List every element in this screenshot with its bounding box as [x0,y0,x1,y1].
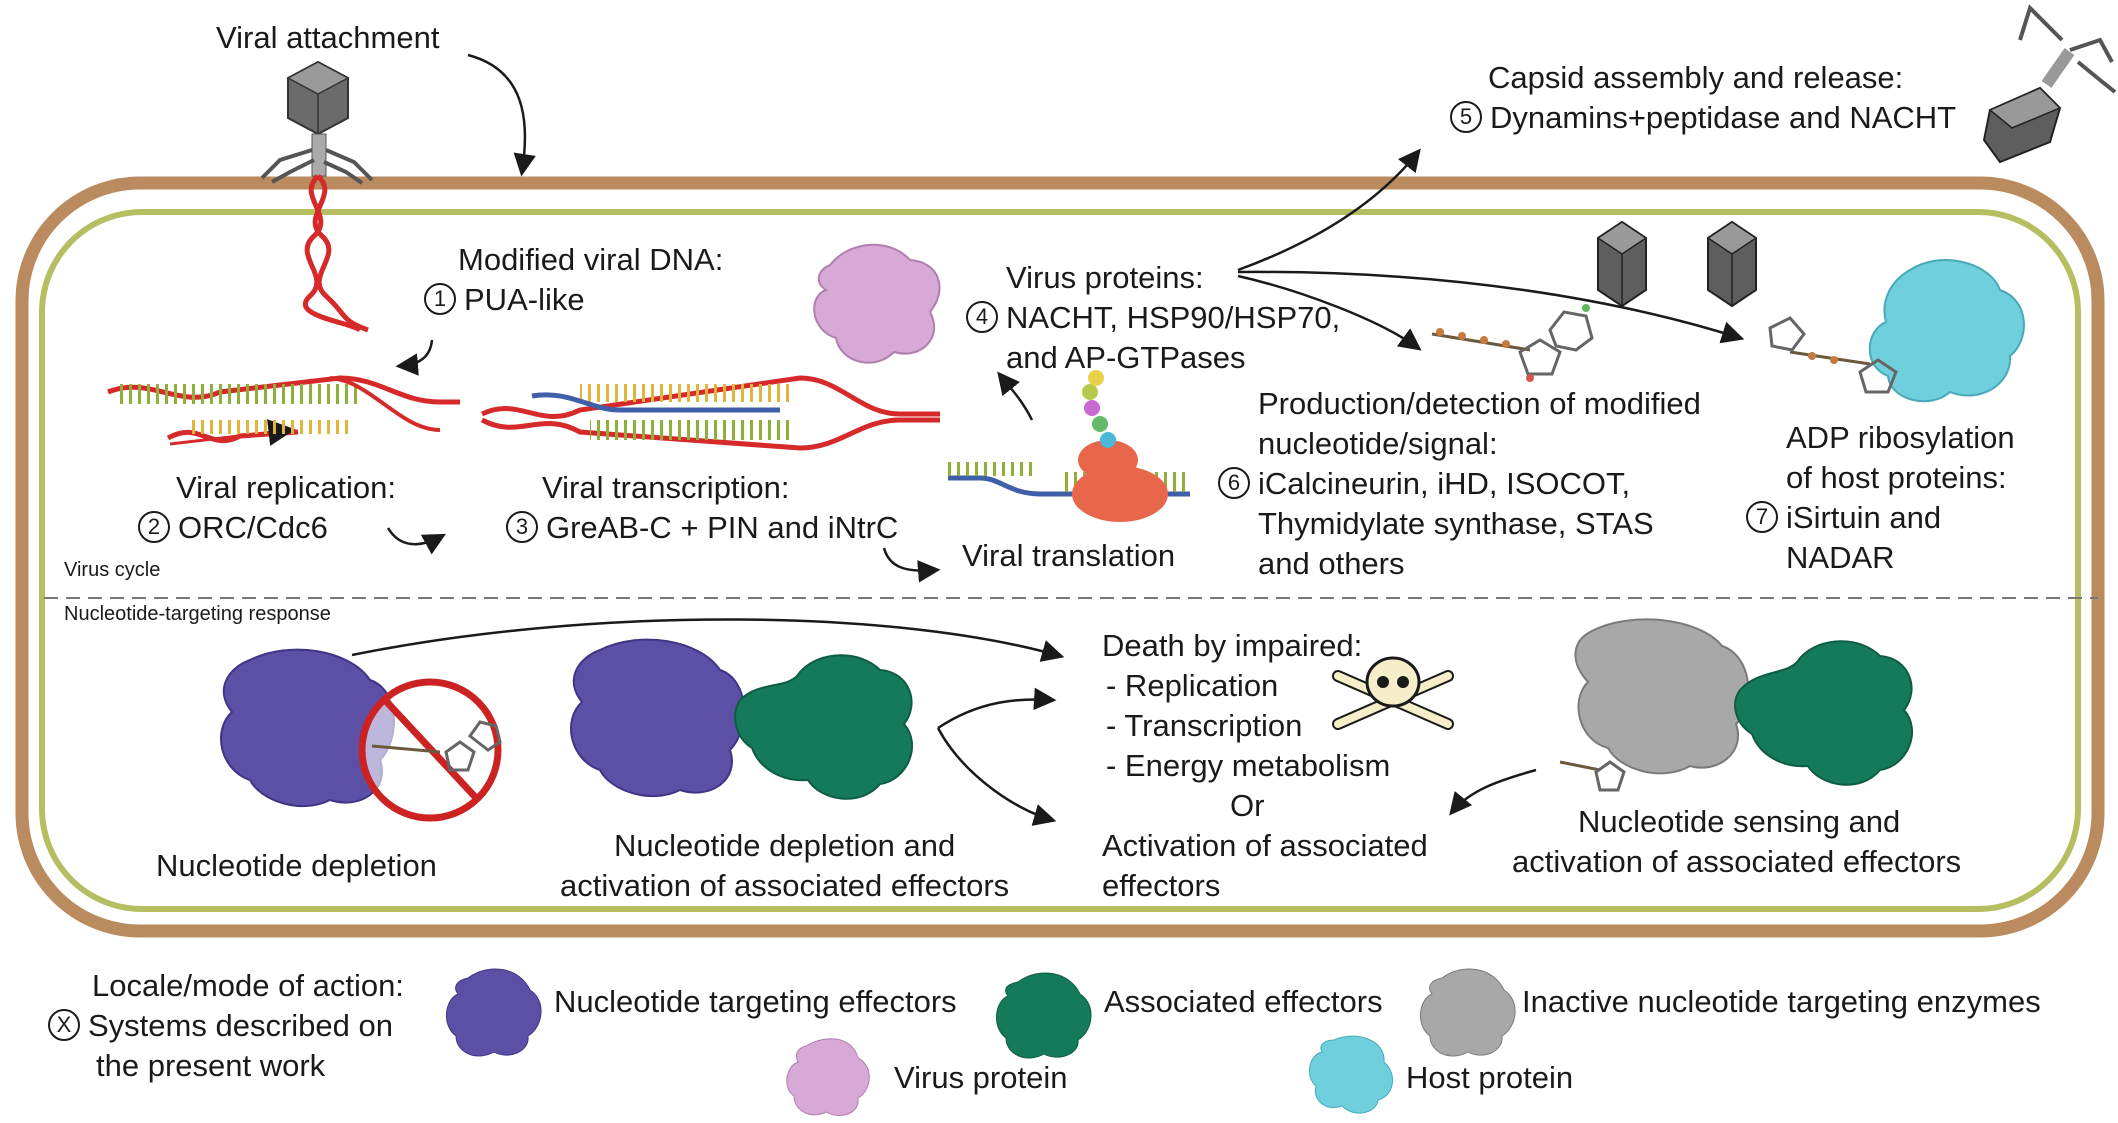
depletion-activation2: activation of associated effectors [560,868,1010,903]
locale-number-badge: 4 [966,300,998,333]
depletion-activation-complex [570,638,914,800]
capsid-title: Capsid assembly and release: [1488,60,1904,95]
translation-ribosome [948,370,1190,522]
modified-dna-title: Modified viral DNA: [458,242,724,277]
sensing1: Nucleotide sensing and [1578,804,1901,839]
production-line1: Production/detection of modified [1258,386,1701,421]
legend-virus-protein: Virus protein [894,1060,1068,1095]
capsid-systems-line: 5 Dynamins+peptidase and NACHT [1450,100,1957,136]
death-activation1: Activation of associated [1102,828,1428,863]
locale-number-badge: 5 [1450,100,1482,133]
replication-systems: ORC/Cdc6 [178,510,328,545]
viral-attachment-label: Viral attachment [216,20,440,55]
death-item1: - Replication [1106,668,1279,703]
nucleotide-icon [1431,304,1594,382]
legend-locale-line3: the present work [96,1048,326,1083]
locale-number-badge: 1 [424,282,456,315]
skull-crossbones-icon [1332,656,1454,730]
host-protein-adp [1768,259,2025,403]
legend-locale-line2-row: X Systems described on [48,1008,393,1044]
production-line4: Thymidylate synthase, STAS [1258,506,1654,541]
inner-membrane [39,209,2081,912]
virus-proteins-line2: NACHT, HSP90/HSP70, [1006,300,1341,335]
capsid-icon [1982,4,2117,164]
adp-line3-row: 7 iSirtuin and [1746,500,1942,536]
adp-line1: ADP ribosylation [1786,420,2015,455]
ribosome-icon [1072,466,1168,522]
legend-nucleotide-targeting: Nucleotide targeting effectors [554,984,957,1019]
legend-virus-protein-icon [786,1038,870,1116]
replication-fork [107,375,460,446]
modified-dna-systems-line: 1 PUA-like [424,282,585,318]
production-line3: iCalcineurin, iHD, ISOCOT, [1258,466,1631,501]
virus-cycle-label: Virus cycle [64,559,161,581]
legend-associated-icon [996,972,1092,1059]
replication-title: Viral replication: [176,470,396,505]
capsid-systems: Dynamins+peptidase and NACHT [1490,100,1957,135]
virus-protein-blob [813,243,941,364]
transcription-systems: GreAB-C + PIN and iNtrC [546,510,899,545]
legend-nucleotide-targeting-icon [446,968,542,1057]
virus-proteins-line: 4 NACHT, HSP90/HSP70, [966,300,1341,336]
replication-systems-line: 2 ORC/Cdc6 [138,510,328,546]
sensing-activation-complex [1559,618,1914,792]
legend-locale-line2: Systems described on [88,1008,393,1043]
production-line3-row: 6 iCalcineurin, iHD, ISOCOT, [1218,466,1631,502]
phage-icon [260,60,374,185]
death-item3: - Energy metabolism [1106,748,1391,783]
outer-membrane [15,176,2105,938]
transcription-bubble [480,375,940,451]
locale-number-badge: 6 [1218,466,1250,499]
adp-line3: iSirtuin and [1786,500,1942,535]
injected-dna-helix [303,174,369,333]
locale-symbol-badge: X [48,1008,80,1041]
locale-number-badge: 7 [1746,500,1778,533]
production-line2: nucleotide/signal: [1258,426,1498,461]
legend-inactive: Inactive nucleotide targeting enzymes [1522,984,2041,1019]
nucleotide-response-label: Nucleotide-targeting response [64,603,331,625]
transcription-title: Viral transcription: [542,470,790,505]
death-title: Death by impaired: [1102,628,1363,663]
adp-line2: of host proteins: [1786,460,2007,495]
nucleotide-targeting-effector-blob [220,648,395,808]
nucleotide-depletion-complex [220,648,502,822]
virus-proteins-title: Virus proteins: [1006,260,1204,295]
adp-line4: NADAR [1786,540,1895,575]
legend-host-protein: Host protein [1406,1060,1574,1095]
transcription-systems-line: 3 GreAB-C + PIN and iNtrC [506,510,899,546]
legend-locale-title: Locale/mode of action: [92,968,404,1003]
death-item2: - Transcription [1106,708,1303,743]
depletion-activation1: Nucleotide depletion and [614,828,956,863]
depletion-label: Nucleotide depletion [156,848,437,883]
capsid-icon [1596,220,1758,308]
translation-label: Viral translation [962,538,1176,573]
legend-host-protein-icon [1308,1035,1393,1114]
death-activation2: effectors [1102,868,1221,903]
sensing2: activation of associated effectors [1512,844,1962,879]
locale-number-badge: 2 [138,510,170,543]
virus-proteins-line3: and AP-GTPases [1006,340,1246,375]
death-or: Or [1230,788,1265,823]
modified-dna-systems: PUA-like [464,282,585,317]
locale-number-badge: 3 [506,510,538,543]
production-line5: and others [1258,546,1405,581]
legend-associated: Associated effectors [1104,984,1383,1019]
legend-inactive-icon [1420,968,1516,1057]
